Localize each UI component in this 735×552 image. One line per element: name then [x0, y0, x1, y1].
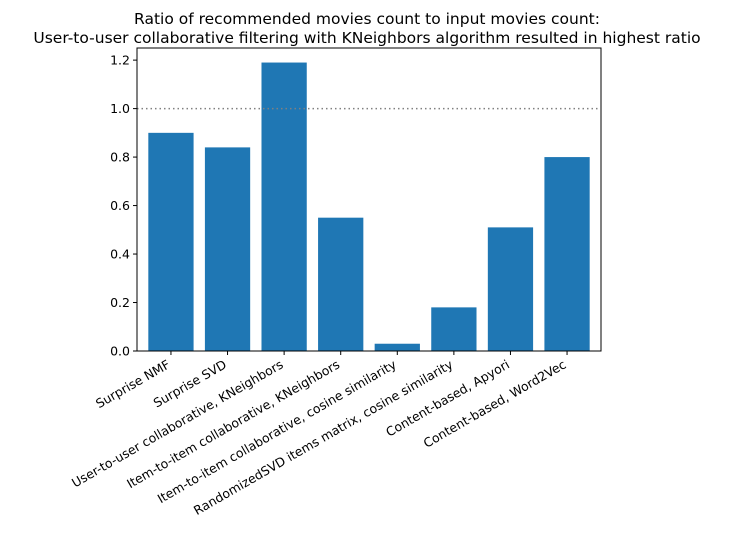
chart-title: Ratio of recommended movies count to inp…: [134, 10, 600, 28]
bar: [487, 227, 534, 351]
bars-group: [148, 62, 590, 351]
bar: [374, 343, 420, 351]
bar: [261, 62, 307, 351]
bar: [148, 132, 194, 351]
y-tick-label: 0.8: [110, 150, 130, 165]
y-tick-label: 0.6: [110, 198, 130, 213]
y-tick-label: 0.4: [110, 247, 130, 262]
y-tick-label: 0.0: [110, 344, 130, 359]
bar: [204, 147, 251, 351]
plot-frame: [136, 47, 602, 352]
y-tick-label: 1.2: [110, 53, 130, 68]
y-axis: 0.0 0.2 0.4 0.6 0.8 1.0 1.2: [110, 53, 137, 359]
chart-subtitle: User-to-user collaborative filtering wit…: [33, 29, 700, 47]
bar: [318, 217, 364, 351]
x-tick-label: RandomizedSVD items matrix, cosine simil…: [191, 356, 456, 518]
bar: [544, 157, 590, 351]
y-tick-label: 1.0: [110, 101, 130, 116]
bar: [431, 307, 477, 351]
y-tick-label: 0.2: [110, 295, 130, 310]
